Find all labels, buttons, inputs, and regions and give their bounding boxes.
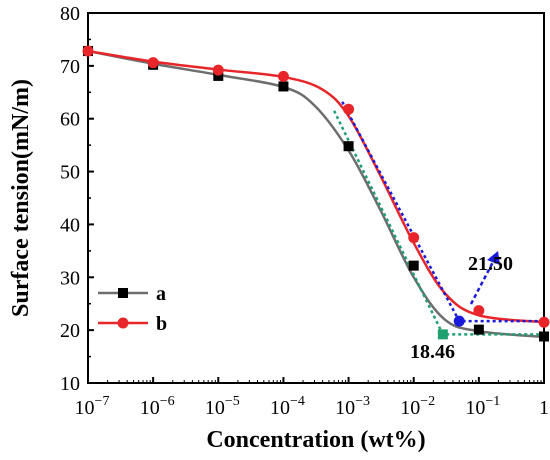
legend-entry-a: a — [98, 283, 166, 305]
x-tick-label: 10−5 — [205, 394, 240, 419]
tangent-line-b — [341, 101, 544, 323]
legend-entry-b: b — [98, 313, 167, 335]
y-tick-label: 30 — [60, 267, 80, 289]
data-point-a — [278, 81, 289, 92]
cmc-point-a — [437, 329, 448, 340]
y-axis-ticks: 10 20 30 40 50 60 70 80 — [60, 3, 94, 395]
annotation-arrow — [469, 259, 496, 305]
y-tick-label: 20 — [60, 320, 80, 342]
data-point-b — [212, 64, 224, 76]
y-tick-label: 70 — [60, 56, 80, 78]
data-point-a — [473, 324, 484, 335]
data-point-b — [473, 305, 485, 317]
data-point-b — [277, 70, 289, 82]
x-tick-label: 10−6 — [140, 394, 175, 419]
x-tick-label: 10−7 — [75, 394, 110, 419]
y-tick-label: 80 — [60, 3, 80, 25]
data-point-b — [82, 45, 94, 57]
data-point-b — [538, 316, 550, 328]
legend-label-a: a — [156, 283, 166, 305]
annotation-arrowhead — [487, 251, 500, 265]
y-tick-label: 50 — [60, 162, 80, 184]
cmc-point-b — [453, 315, 465, 327]
x-axis-title: Concentration (wt%) — [206, 427, 425, 453]
data-point-a — [539, 331, 549, 342]
x-tick-label: 1 — [539, 397, 549, 419]
legend-marker-a — [118, 288, 128, 298]
annotation-label-18-46: 18.46 — [410, 341, 455, 363]
x-tick-label: 10−2 — [400, 394, 435, 419]
legend-label-b: b — [156, 313, 167, 335]
annotation-label-21-50: 21.50 — [468, 253, 513, 275]
x-tick-label: 10−3 — [335, 394, 370, 419]
legend-marker-b — [117, 317, 129, 329]
data-point-a — [213, 70, 224, 81]
data-point-b — [408, 232, 420, 244]
legend: a b — [98, 283, 167, 335]
fit-curve-b — [87, 49, 545, 324]
annotation-21-50: 21.50 — [468, 251, 513, 305]
y-tick-label: 10 — [60, 373, 80, 395]
data-point-a — [408, 260, 419, 271]
data-point-b — [343, 103, 355, 115]
data-markers — [82, 45, 550, 342]
tangent-lines — [332, 101, 544, 336]
x-tick-label: 10−4 — [270, 394, 305, 419]
x-tick-label: 10−1 — [465, 394, 500, 419]
y-axis-title: Surface tension(mN/m) — [8, 79, 34, 317]
y-tick-label: 40 — [60, 214, 80, 236]
data-point-a — [343, 141, 354, 152]
y-tick-label: 60 — [60, 109, 80, 131]
data-point-b — [147, 57, 159, 69]
